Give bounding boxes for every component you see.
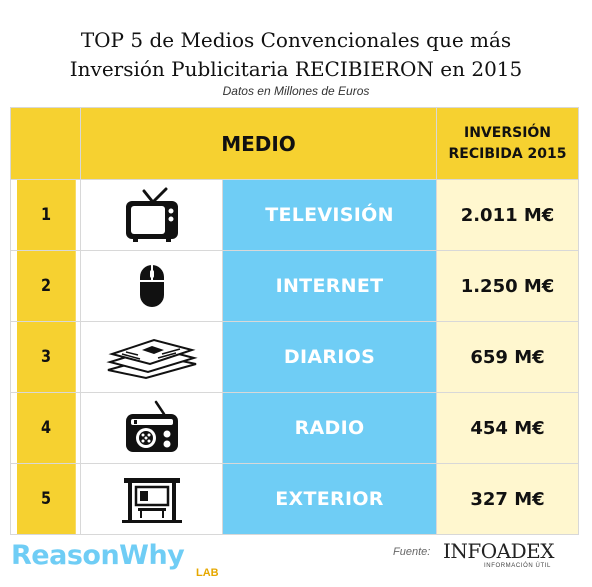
table-row: 2 INTERNET 1.250 M€ [11, 250, 580, 322]
icon-cell [80, 179, 223, 251]
newspaper-icon [105, 338, 198, 380]
table-row: 4 RADIO 454 M€ [11, 392, 580, 464]
value-cell: 2.011 M€ [436, 179, 580, 251]
icon-cell [80, 321, 223, 393]
rank-cell: 1 [15, 179, 76, 251]
header-inversion-line-1: INVERSIÓN [464, 124, 552, 141]
medio-cell: DIARIOS [221, 321, 438, 393]
ranking-table: MEDIO INVERSIÓN RECIBIDA 2015 1 TELEVISI… [10, 107, 580, 535]
medio-cell: INTERNET [221, 250, 438, 322]
infoadex-tagline: INFORMACIÓN ÚTIL [484, 563, 551, 569]
rank-cell: 5 [15, 463, 76, 535]
rank-cell: 2 [15, 250, 76, 322]
medio-cell: RADIO [221, 392, 438, 464]
rank-cell: 3 [15, 321, 76, 393]
header-inversion: INVERSIÓN RECIBIDA 2015 [436, 107, 580, 180]
bus-shelter-icon [121, 478, 182, 523]
table-row: 5 EXTERIOR 327 M€ [11, 463, 580, 535]
header-rank-cell [10, 107, 81, 180]
source-label: Fuente: [393, 546, 431, 558]
icon-cell [80, 463, 223, 535]
infoadex-logo: INFOADEX [443, 539, 555, 563]
chart-title: TOP 5 de Medios Convencionales que más I… [0, 26, 592, 84]
title-line-2: Inversión Publicitaria RECIBIERON en 201… [69, 57, 523, 81]
radio-icon [125, 400, 178, 452]
header-inversion-line-2: RECIBIDA 2015 [448, 145, 567, 162]
table-row: 1 TELEVISIÓN 2.011 M€ [11, 179, 580, 251]
reasonwhy-lab-label: LAB [196, 567, 219, 579]
reasonwhy-logo: ReasonWhy [11, 540, 185, 571]
medio-cell: TELEVISIÓN [221, 179, 438, 251]
value-cell: 1.250 M€ [436, 250, 580, 322]
value-cell: 659 M€ [436, 321, 580, 393]
chart-subtitle: Datos en Millones de Euros [222, 84, 370, 98]
television-icon [125, 187, 178, 242]
title-line-1: TOP 5 de Medios Convencionales que más [80, 28, 512, 52]
value-cell: 454 M€ [436, 392, 580, 464]
header-medio: MEDIO [79, 107, 438, 180]
rank-cell: 4 [15, 392, 76, 464]
computer-mouse-icon [139, 265, 164, 307]
value-cell: 327 M€ [436, 463, 580, 535]
header-row: MEDIO INVERSIÓN RECIBIDA 2015 [10, 107, 580, 180]
icon-cell [80, 392, 223, 464]
icon-cell [80, 250, 223, 322]
table-row: 3 DIARIOS 659 M€ [11, 321, 580, 393]
medio-cell: EXTERIOR [221, 463, 438, 535]
